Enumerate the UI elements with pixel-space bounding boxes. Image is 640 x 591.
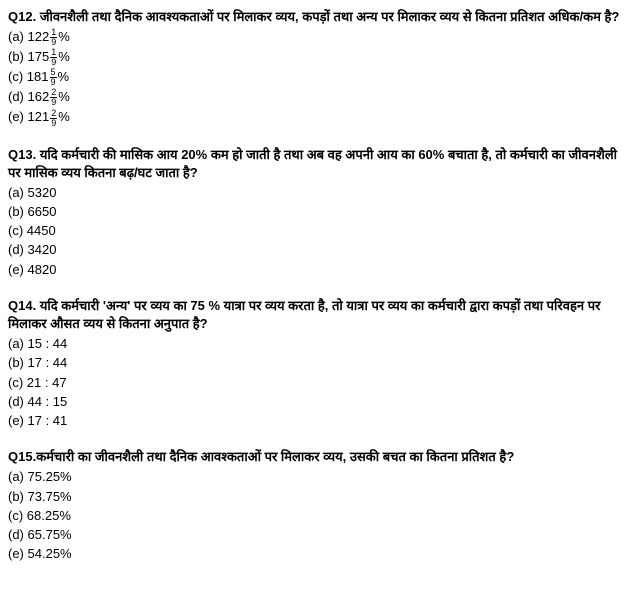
option-label: (e): [8, 262, 24, 277]
option-label: (e): [8, 109, 24, 124]
option-label: (c): [8, 69, 23, 84]
option-d: (d) 65.75%: [8, 526, 632, 544]
question-text: Q12. जीवनशैली तथा दैनिक आवश्यकताओं पर मि…: [8, 8, 632, 26]
option-value: 3420: [28, 242, 57, 257]
option-d: (d) 16229%: [8, 88, 632, 107]
fraction: 59: [50, 68, 57, 87]
option-e: (e) 4820: [8, 261, 632, 279]
question-13: Q13. यदि कर्मचारी की मासिक आय 20% कम हो …: [8, 146, 632, 279]
option-a: (a) 12219%: [8, 28, 632, 47]
option-c: (c) 21 : 47: [8, 374, 632, 392]
option-label: (c): [8, 375, 23, 390]
option-a: (a) 15 : 44: [8, 335, 632, 353]
option-label: (e): [8, 413, 24, 428]
question-number: Q13.: [8, 147, 36, 162]
option-c: (c) 18159%: [8, 68, 632, 87]
option-e: (e) 17 : 41: [8, 412, 632, 430]
option-value: 5320: [28, 185, 57, 200]
option-c: (c) 68.25%: [8, 507, 632, 525]
option-suffix: %: [58, 29, 70, 44]
option-value: 54.25%: [28, 546, 72, 561]
fraction: 29: [50, 88, 57, 107]
question-number: Q15.: [8, 449, 36, 464]
question-body: यदि कर्मचारी 'अन्य' पर व्यय का 75 % यात्…: [8, 298, 600, 331]
question-15: Q15.कर्मचारी का जीवनशैली तथा दैनिक आवश्क…: [8, 448, 632, 563]
option-value: 4820: [28, 262, 57, 277]
option-b: (b) 17519%: [8, 48, 632, 67]
option-value: 21 : 47: [27, 375, 67, 390]
option-label: (b): [8, 489, 24, 504]
option-a: (a) 5320: [8, 184, 632, 202]
option-value: 15 : 44: [28, 336, 68, 351]
option-int: 121: [28, 109, 50, 124]
question-number: Q12.: [8, 9, 36, 24]
option-label: (a): [8, 469, 24, 484]
option-label: (c): [8, 508, 23, 523]
option-label: (a): [8, 185, 24, 200]
option-b: (b) 73.75%: [8, 488, 632, 506]
option-label: (a): [8, 29, 24, 44]
question-body: जीवनशैली तथा दैनिक आवश्यकताओं पर मिलाकर …: [40, 9, 620, 24]
option-int: 175: [28, 49, 50, 64]
option-suffix: %: [58, 89, 70, 104]
question-body: यदि कर्मचारी की मासिक आय 20% कम हो जाती …: [8, 147, 617, 180]
option-e: (e) 54.25%: [8, 545, 632, 563]
option-value: 17 : 44: [28, 355, 68, 370]
fraction: 29: [50, 109, 57, 128]
question-text: Q14. यदि कर्मचारी 'अन्य' पर व्यय का 75 %…: [8, 297, 632, 333]
option-d: (d) 44 : 15: [8, 393, 632, 411]
option-d: (d) 3420: [8, 241, 632, 259]
option-label: (b): [8, 204, 24, 219]
option-a: (a) 75.25%: [8, 468, 632, 486]
fraction: 19: [50, 28, 57, 47]
option-value: 44 : 15: [28, 394, 68, 409]
question-text: Q15.कर्मचारी का जीवनशैली तथा दैनिक आवश्क…: [8, 448, 632, 466]
option-value: 68.25%: [27, 508, 71, 523]
option-value: 17 : 41: [28, 413, 68, 428]
option-int: 122: [28, 29, 50, 44]
question-text: Q13. यदि कर्मचारी की मासिक आय 20% कम हो …: [8, 146, 632, 182]
option-label: (b): [8, 355, 24, 370]
option-label: (e): [8, 546, 24, 561]
option-label: (d): [8, 242, 24, 257]
option-value: 6650: [28, 204, 57, 219]
question-number: Q14.: [8, 298, 36, 313]
option-int: 162: [28, 89, 50, 104]
option-value: 4450: [27, 223, 56, 238]
option-b: (b) 6650: [8, 203, 632, 221]
option-int: 181: [27, 69, 49, 84]
option-e: (e) 12129%: [8, 108, 632, 127]
fraction: 19: [50, 48, 57, 67]
option-suffix: %: [58, 49, 70, 64]
option-label: (b): [8, 49, 24, 64]
option-value: 75.25%: [28, 469, 72, 484]
question-12: Q12. जीवनशैली तथा दैनिक आवश्यकताओं पर मि…: [8, 8, 632, 128]
option-value: 73.75%: [28, 489, 72, 504]
option-label: (c): [8, 223, 23, 238]
option-suffix: %: [58, 109, 70, 124]
option-label: (d): [8, 89, 24, 104]
option-c: (c) 4450: [8, 222, 632, 240]
option-label: (d): [8, 527, 24, 542]
option-suffix: %: [58, 69, 70, 84]
option-label: (d): [8, 394, 24, 409]
question-body: कर्मचारी का जीवनशैली तथा दैनिक आवश्कताओं…: [36, 449, 514, 464]
option-value: 65.75%: [28, 527, 72, 542]
option-b: (b) 17 : 44: [8, 354, 632, 372]
question-14: Q14. यदि कर्मचारी 'अन्य' पर व्यय का 75 %…: [8, 297, 632, 430]
option-label: (a): [8, 336, 24, 351]
